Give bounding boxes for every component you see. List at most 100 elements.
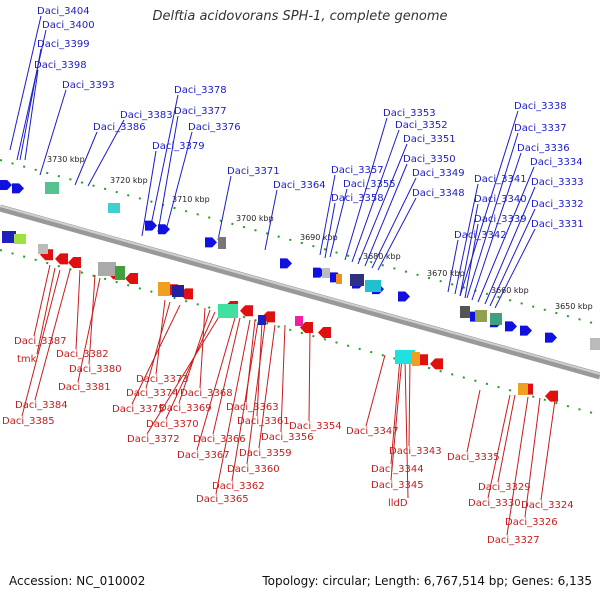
gene-label-top[interactable]: Daci_3386 — [93, 122, 146, 133]
gene-label-bottom[interactable]: Daci_3327 — [487, 535, 540, 546]
gene-label-bottom[interactable]: Daci_3384 — [15, 400, 68, 411]
gene-feature[interactable] — [412, 352, 420, 366]
gene-label-top[interactable]: Daci_3398 — [34, 60, 87, 71]
gene-label-top[interactable]: Daci_3338 — [514, 101, 567, 112]
gene-feature[interactable] — [590, 338, 600, 350]
gene-label-bottom[interactable]: Daci_3330 — [468, 498, 521, 509]
gene-label-top[interactable]: Daci_3371 — [227, 166, 280, 177]
gene-label-top[interactable]: Daci_3331 — [531, 219, 584, 230]
gene-label-bottom[interactable]: Daci_3381 — [58, 382, 111, 393]
gene-label-top[interactable]: Daci_3353 — [383, 108, 436, 119]
gene-label-top[interactable]: Daci_3350 — [403, 154, 456, 165]
gene-label-bottom[interactable]: Daci_3365 — [196, 494, 249, 505]
gene-feature[interactable] — [518, 383, 528, 395]
gene-label-bottom[interactable]: Daci_3359 — [239, 448, 292, 459]
gene-label-bottom[interactable]: Daci_3382 — [56, 349, 109, 360]
gene-label-bottom[interactable]: Daci_3387 — [14, 336, 67, 347]
gene-label-bottom[interactable]: Daci_3345 — [371, 480, 424, 491]
gene-label-top[interactable]: Daci_3348 — [412, 188, 465, 199]
gene-label-bottom[interactable]: Daci_3354 — [289, 421, 342, 432]
gene-label-bottom[interactable]: Daci_3369 — [159, 403, 212, 414]
gene-label-top[interactable]: Daci_3378 — [174, 85, 227, 96]
gene-forward[interactable] — [505, 321, 517, 332]
gene-label-top[interactable]: Daci_3341 — [474, 174, 527, 185]
gene-label-bottom[interactable]: Daci_3370 — [146, 419, 199, 430]
gene-label-top[interactable]: Daci_3351 — [403, 134, 456, 145]
gene-label-bottom[interactable]: Daci_3360 — [227, 464, 280, 475]
gene-label-top[interactable]: Daci_3332 — [531, 199, 584, 210]
gene-feature[interactable] — [475, 310, 487, 322]
gene-label-top[interactable]: Daci_3352 — [395, 120, 448, 131]
gene-label-top[interactable]: Daci_3377 — [174, 106, 227, 117]
gene-reverse[interactable] — [300, 322, 313, 333]
gene-feature[interactable] — [322, 268, 330, 278]
gene-label-top[interactable]: Daci_3340 — [474, 194, 527, 205]
gene-feature[interactable] — [258, 315, 266, 325]
gene-feature[interactable] — [218, 237, 226, 249]
gene-label-top[interactable]: Daci_3364 — [273, 180, 326, 191]
gene-label-bottom[interactable]: Daci_3347 — [346, 426, 399, 437]
gene-forward[interactable] — [398, 291, 410, 302]
gene-forward[interactable] — [520, 325, 532, 336]
gene-label-top[interactable]: Daci_3404 — [37, 6, 90, 17]
gene-label-bottom[interactable]: Daci_3380 — [69, 364, 122, 375]
gene-feature[interactable] — [460, 306, 470, 318]
gene-label-bottom[interactable]: Daci_3366 — [193, 434, 246, 445]
gene-label-top[interactable]: Daci_3333 — [531, 177, 584, 188]
gene-reverse[interactable] — [240, 305, 253, 317]
gene-feature[interactable] — [172, 285, 184, 297]
gene-label-bottom[interactable]: Daci_3385 — [2, 416, 55, 427]
gene-forward[interactable] — [12, 183, 24, 194]
gene-feature[interactable] — [158, 282, 170, 296]
gene-label-top[interactable]: Daci_3349 — [412, 168, 465, 179]
gene-forward[interactable] — [280, 258, 292, 269]
gene-feature[interactable] — [350, 274, 364, 286]
gene-label-bottom[interactable]: Daci_3362 — [212, 481, 265, 492]
gene-forward[interactable] — [545, 332, 557, 343]
gene-feature[interactable] — [98, 262, 116, 276]
gene-label-top[interactable]: Daci_3400 — [42, 20, 95, 31]
gene-label-bottom[interactable]: Daci_3326 — [505, 517, 558, 528]
gene-label-top[interactable]: Daci_3399 — [37, 39, 90, 50]
gene-label-bottom[interactable]: Daci_3375 — [112, 404, 165, 415]
gene-reverse[interactable] — [68, 257, 81, 269]
gene-label-top[interactable]: Daci_3334 — [530, 157, 583, 168]
gene-label-top[interactable]: Daci_3383 — [120, 110, 173, 121]
gene-feature[interactable] — [45, 182, 59, 194]
gene-feature[interactable] — [38, 244, 48, 254]
gene-reverse[interactable] — [125, 273, 138, 284]
gene-label-bottom[interactable]: Daci_3363 — [226, 402, 279, 413]
gene-label-top[interactable]: Daci_3393 — [62, 80, 115, 91]
gene-feature[interactable] — [14, 234, 26, 244]
gene-label-top[interactable]: Daci_3355 — [343, 179, 396, 190]
gene-label-bottom[interactable]: Daci_3324 — [521, 500, 574, 511]
gene-label-bottom[interactable]: Daci_3367 — [177, 450, 230, 461]
gene-label-bottom[interactable]: Daci_3361 — [237, 416, 290, 427]
gene-feature[interactable] — [2, 231, 16, 243]
gene-feature[interactable] — [218, 304, 238, 318]
gene-forward[interactable] — [0, 180, 12, 190]
gene-label-bottom[interactable]: Daci_3356 — [261, 432, 314, 443]
gene-label-bottom[interactable]: Daci_3372 — [127, 434, 180, 445]
gene-label-top[interactable]: Daci_3337 — [514, 123, 567, 134]
gene-reverse[interactable] — [55, 253, 68, 265]
gene-label-top[interactable]: Daci_3336 — [517, 143, 570, 154]
gene-feature[interactable] — [395, 350, 415, 364]
gene-label-bottom[interactable]: Daci_3374 — [126, 388, 179, 399]
gene-label-bottom[interactable]: Daci_3343 — [389, 446, 442, 457]
gene-label-top[interactable]: Daci_3379 — [152, 141, 205, 152]
gene-label-top[interactable]: Daci_3358 — [331, 193, 384, 204]
gene-label-bottom[interactable]: lldD — [388, 498, 408, 509]
gene-label-top[interactable]: Daci_3376 — [188, 122, 241, 133]
gene-label-bottom[interactable]: Daci_3368 — [180, 388, 233, 399]
gene-forward[interactable] — [145, 220, 157, 231]
gene-label-bottom[interactable]: Daci_3329 — [478, 482, 531, 493]
gene-feature[interactable] — [295, 316, 303, 326]
gene-label-top[interactable]: Daci_3339 — [474, 214, 527, 225]
gene-feature[interactable] — [490, 313, 502, 325]
gene-feature[interactable] — [115, 266, 125, 280]
gene-label-bottom[interactable]: Daci_3373 — [136, 374, 189, 385]
gene-reverse[interactable] — [430, 358, 443, 370]
gene-feature[interactable] — [336, 274, 342, 284]
gene-label-top[interactable]: Daci_3357 — [331, 165, 384, 176]
